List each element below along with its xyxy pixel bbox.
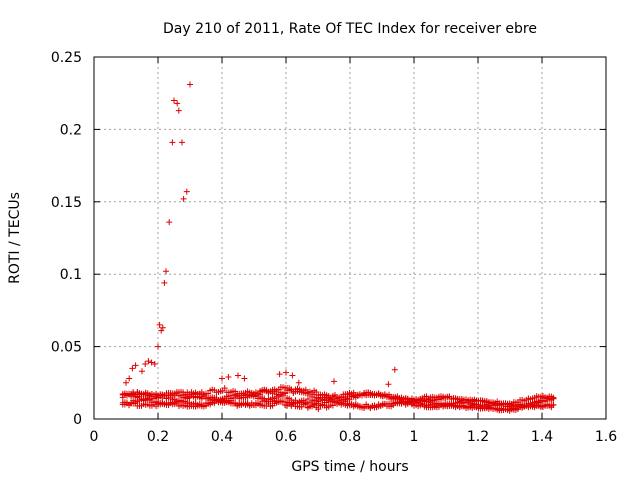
data-point: [282, 390, 289, 397]
data-point: [550, 394, 557, 401]
x-tick-label: 1: [410, 429, 419, 445]
data-point: [179, 139, 185, 146]
x-axis-label: GPS time / hours: [291, 459, 408, 475]
data-point: [148, 359, 155, 366]
data-points: [119, 81, 557, 414]
data-point: [315, 406, 322, 413]
x-tick-label: 0: [90, 429, 99, 445]
data-point: [227, 395, 234, 402]
data-point: [126, 375, 133, 382]
data-point: [186, 399, 193, 406]
data-point: [200, 392, 207, 399]
data-point: [161, 279, 168, 286]
data-point: [155, 343, 161, 350]
y-axis-label: ROTI / TECUs: [7, 192, 23, 284]
data-point: [313, 389, 320, 396]
data-point: [196, 390, 203, 397]
data-point: [180, 195, 187, 202]
data-point: [183, 188, 190, 195]
data-point: [329, 402, 336, 409]
data-point: [187, 81, 193, 88]
data-point: [142, 397, 149, 404]
y-tick-label: 0.15: [51, 195, 82, 211]
data-point: [163, 268, 169, 275]
data-point: [235, 372, 241, 379]
x-tick-label: 0.4: [211, 429, 233, 445]
data-point: [331, 378, 337, 385]
x-tick-labels: 0 0.2 0.4 0.6 0.8 1 1.2 1.4 1.6: [90, 429, 618, 445]
data-point: [169, 139, 176, 146]
data-point: [302, 386, 309, 393]
data-point: [171, 97, 177, 104]
data-point: [294, 385, 301, 392]
data-point: [221, 385, 228, 392]
data-point: [289, 372, 296, 379]
grid-lines: [94, 57, 606, 419]
y-tick-label: 0.1: [60, 267, 82, 283]
data-point: [175, 107, 182, 114]
data-point: [276, 371, 283, 378]
y-tick-label: 0.25: [51, 50, 82, 66]
x-tick-label: 0.6: [275, 429, 297, 445]
x-tick-label: 0.2: [147, 429, 169, 445]
data-point: [279, 398, 286, 405]
data-point: [225, 374, 232, 381]
x-tick-label: 1.6: [595, 429, 617, 445]
data-point: [156, 321, 163, 328]
y-tick-label: 0.2: [60, 122, 82, 138]
data-point: [153, 391, 160, 398]
data-point: [302, 400, 309, 407]
data-point: [219, 375, 225, 382]
data-point: [304, 396, 311, 403]
x-tick-label: 1.2: [467, 429, 489, 445]
data-point: [257, 401, 264, 408]
data-point: [159, 324, 166, 331]
data-point: [166, 219, 173, 226]
data-point: [241, 375, 248, 382]
y-tick-label: 0.05: [51, 340, 82, 356]
data-point: [277, 389, 284, 396]
y-tick-label: 0: [73, 412, 82, 428]
data-point: [385, 381, 392, 388]
data-point: [132, 362, 139, 369]
data-point: [151, 360, 158, 367]
data-point: [283, 369, 289, 376]
data-point: [295, 379, 302, 386]
data-point: [139, 368, 145, 375]
x-tick-label: 1.4: [531, 429, 553, 445]
data-point: [391, 366, 398, 373]
data-point: [142, 360, 149, 367]
data-point: [263, 386, 270, 393]
x-tick-label: 0.8: [339, 429, 361, 445]
data-point: [550, 401, 557, 408]
data-point: [346, 396, 353, 403]
data-point: [145, 358, 152, 365]
axis-ticks: [93, 56, 607, 420]
y-tick-labels: 0 0.05 0.1 0.15 0.2 0.25: [51, 50, 82, 428]
data-point: [290, 390, 297, 397]
data-point: [123, 379, 129, 386]
data-point: [174, 100, 181, 107]
chart-title: Day 210 of 2011, Rate Of TEC Index for r…: [163, 21, 537, 37]
data-point: [129, 365, 136, 372]
